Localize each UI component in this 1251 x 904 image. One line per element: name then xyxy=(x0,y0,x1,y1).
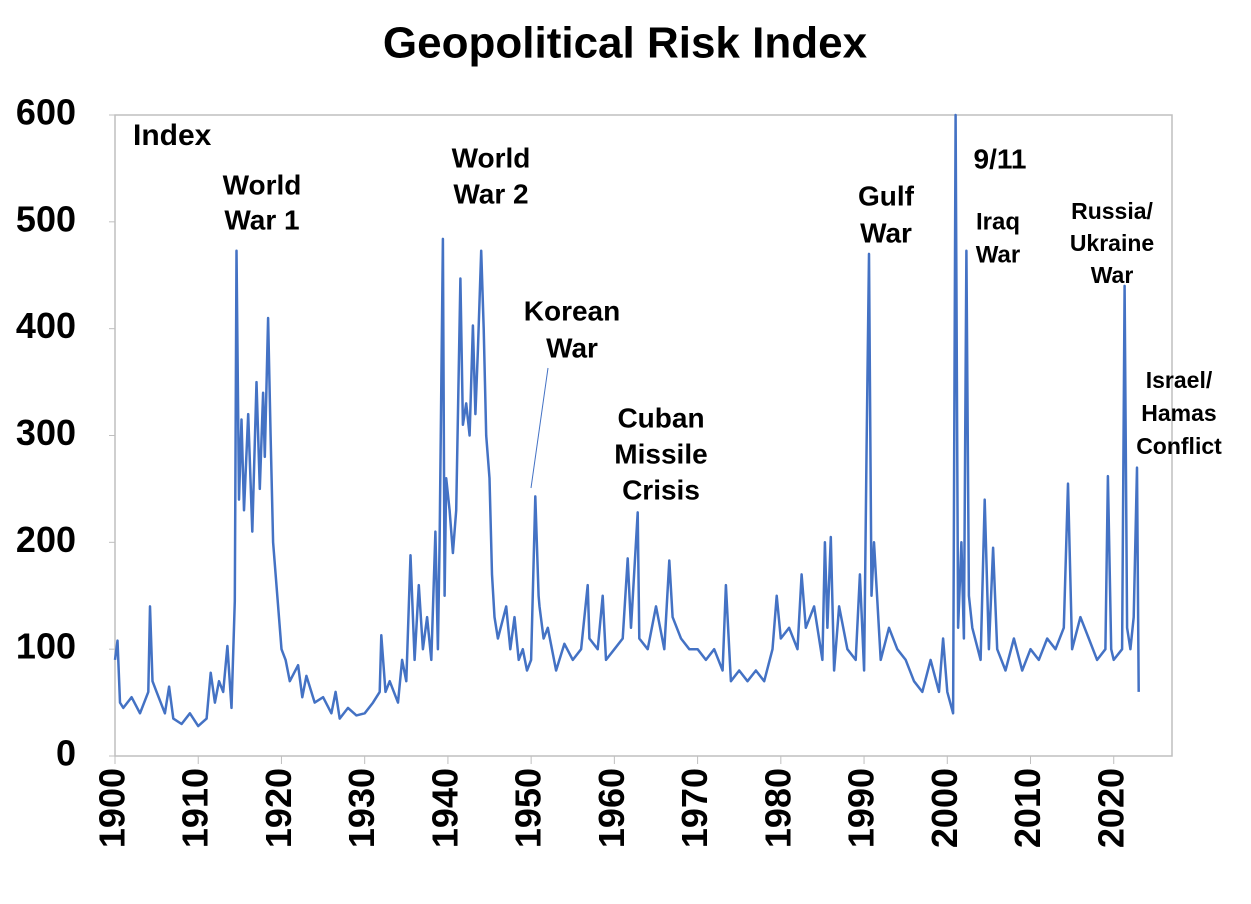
y-tick-label: 300 xyxy=(16,412,76,453)
pointer-line xyxy=(530,367,549,489)
annotation: Israel/ xyxy=(1146,367,1213,393)
x-tick-label: 1990 xyxy=(841,768,882,848)
annotation: War 1 xyxy=(224,204,299,235)
x-tick-label: 2000 xyxy=(924,768,965,848)
annotation: War xyxy=(976,241,1020,268)
x-tick-label: 2010 xyxy=(1007,768,1048,848)
x-tick-label: 1980 xyxy=(757,768,798,848)
y-tick-label: 400 xyxy=(16,305,76,346)
x-tick-label: 1910 xyxy=(175,768,216,848)
chart-title: Geopolitical Risk Index xyxy=(383,19,868,68)
annotation: Crisis xyxy=(622,474,700,505)
x-tick-label: 1920 xyxy=(258,768,299,848)
data-line xyxy=(113,113,1140,728)
annotation: Iraq xyxy=(976,208,1020,235)
annotation: War xyxy=(546,332,598,363)
annotation: Hamas xyxy=(1141,400,1216,426)
x-tick-label: 2020 xyxy=(1090,768,1131,848)
y-tick-label: 0 xyxy=(56,733,76,774)
y-axis-label: Index xyxy=(133,119,212,152)
x-tick-label: 1960 xyxy=(591,768,632,848)
annotation: World xyxy=(223,169,302,200)
annotation: War xyxy=(1091,262,1134,288)
annotation: Russia/ xyxy=(1071,198,1153,224)
annotation: Cuban xyxy=(617,402,704,433)
annotation: Gulf xyxy=(858,180,915,211)
y-tick-label: 500 xyxy=(16,198,76,239)
x-tick-label: 1900 xyxy=(92,768,133,848)
annotation: Missile xyxy=(614,438,707,469)
y-tick-label: 100 xyxy=(16,626,76,667)
annotation: Korean xyxy=(524,295,620,326)
annotation: Conflict xyxy=(1136,433,1222,459)
x-tick-label: 1940 xyxy=(424,768,465,848)
annotation: War xyxy=(860,217,912,248)
x-tick-label: 1970 xyxy=(674,768,715,848)
annotation: War 2 xyxy=(453,178,528,209)
annotation: 9/11 xyxy=(974,143,1027,174)
annotation: Ukraine xyxy=(1070,230,1154,256)
x-tick-label: 1930 xyxy=(341,768,382,848)
x-tick-label: 1950 xyxy=(508,768,549,848)
y-tick-label: 200 xyxy=(16,519,76,560)
y-tick-label: 600 xyxy=(16,92,76,133)
annotation: World xyxy=(452,142,531,173)
